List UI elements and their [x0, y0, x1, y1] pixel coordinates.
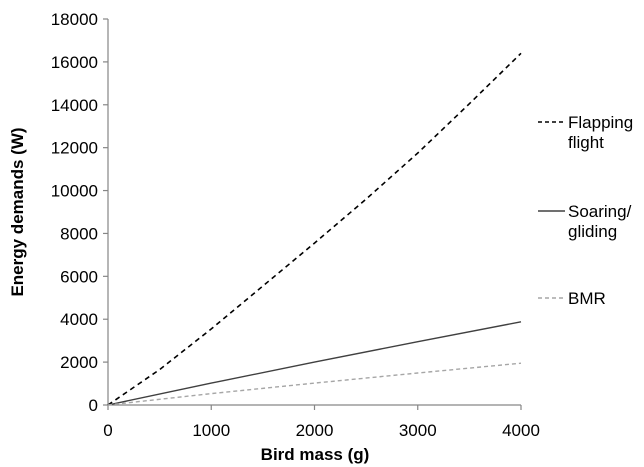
plot-lines: [107, 52, 522, 406]
y-tick-label: 6000: [60, 267, 98, 286]
x-tick-label: 4000: [502, 421, 540, 440]
legend-label-soaring-gliding: gliding: [568, 222, 617, 241]
y-tick-label: 14000: [51, 96, 98, 115]
y-tick-label: 12000: [51, 139, 98, 158]
series-line-flapping-flight: [107, 52, 522, 406]
y-tick-label: 18000: [51, 10, 98, 29]
x-tick-labels: 0 1000 2000 3000 4000: [103, 421, 540, 440]
y-tick-label: 0: [89, 396, 98, 415]
legend-label-flapping-flight: Flapping: [568, 113, 633, 132]
x-tick-label: 2000: [296, 421, 334, 440]
y-tick-label: 2000: [60, 353, 98, 372]
y-tick-label: 16000: [51, 53, 98, 72]
legend-label-bmr: BMR: [568, 289, 606, 308]
x-tick-label: 0: [103, 421, 112, 440]
series-line-bmr: [107, 362, 522, 406]
axes: [103, 18, 522, 410]
y-tick-label: 4000: [60, 310, 98, 329]
x-tick-label: 3000: [399, 421, 437, 440]
y-tick-label: 10000: [51, 182, 98, 201]
y-tick-label: 8000: [60, 224, 98, 243]
legend-label-flapping-flight: flight: [568, 133, 604, 152]
x-tick-label: 1000: [192, 421, 230, 440]
series-line-soaring-gliding: [107, 321, 522, 406]
x-axis-title: Bird mass (g): [261, 445, 370, 464]
legend-label-soaring-gliding: Soaring/: [568, 202, 632, 221]
y-tick-labels: 0 2000 4000 6000 8000 10000 12000 14000 16000 180…: [51, 10, 98, 415]
y-axis-title: Energy demands (W): [8, 127, 27, 296]
